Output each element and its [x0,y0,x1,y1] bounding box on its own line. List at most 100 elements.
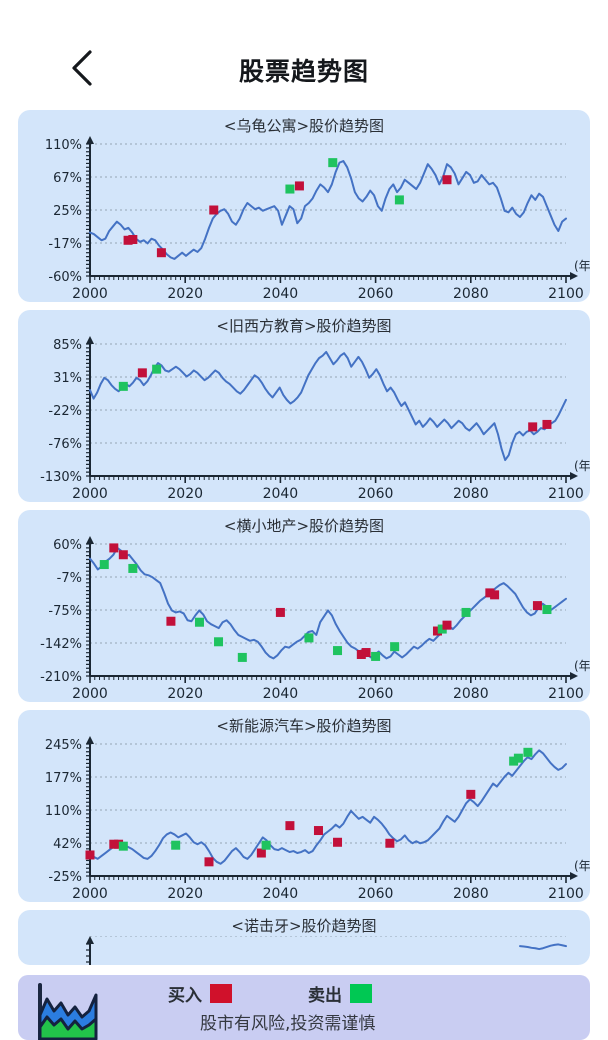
buy-marker [442,175,452,185]
chart-card[interactable]: <横小地产>股价趋势图 60% -7% -75% -142% -210% 2000 2020 2… [18,510,590,702]
x-axis-tick-label: 2020 [167,286,203,302]
disclaimer-line-1: 股市有风险,投资需谨慎 [200,1014,376,1034]
buy-marker [490,590,500,600]
legend-item-sell: 卖出 [308,981,372,1006]
y-axis-tick-label: -75% [48,604,82,619]
y-axis-tick-label: 42% [53,837,82,852]
x-axis-tick-label: 2080 [453,686,489,702]
x-axis-tick-label: 2080 [453,886,489,902]
chart-plot: 110% 67% 25% -17% -60% 2000 2020 2040 2060 2080 21… [18,136,590,302]
buy-marker [123,235,133,245]
price-line [89,546,567,660]
buy-marker [109,543,119,553]
buy-marker [118,550,128,560]
x-axis-unit-label: (年) [574,459,590,473]
y-axis-tick-label: 110% [45,138,82,153]
y-axis-tick-label: -130% [40,470,82,485]
page-title: 股票趋势图 [238,58,369,86]
chart-card[interactable]: <新能源汽车>股价趋势图 245% 177% 110% 42% -25% 2000 2020 2… [18,710,590,902]
y-axis-tick-label: -76% [48,437,82,452]
buy-marker [361,648,371,658]
buy-marker [356,649,366,659]
x-axis-tick-label: 2020 [167,686,203,702]
x-axis-tick-label: 2100 [548,286,584,302]
buy-marker [333,837,343,847]
x-axis-unit-label: (年) [574,659,590,673]
chart-title: <诺击牙>股价趋势图 [231,917,377,935]
buy-marker [204,857,214,867]
legend-row: 买入 卖出 [168,981,588,1006]
x-axis-unit-label: (年) [574,859,590,873]
y-axis-tick-label: -7% [57,571,82,586]
sell-marker [128,563,138,573]
sell-marker [509,756,519,766]
sell-marker [194,617,204,627]
sell-marker [118,381,128,391]
app-header: 股票趋势图 [0,0,608,110]
buy-marker [256,848,266,858]
x-axis-tick-label: 2080 [453,286,489,302]
sell-marker [285,184,295,194]
y-axis-tick-label: -210% [40,670,82,685]
sell-marker [214,637,224,647]
buy-marker [128,235,138,245]
sell-marker [333,646,343,656]
sell-marker [152,364,162,374]
y-axis-tick-label: 245% [45,738,82,753]
buy-marker [313,826,323,836]
buy-marker [85,850,95,860]
chart-plot: 170% [18,936,590,965]
x-axis-tick-label: 2060 [358,686,394,702]
buy-marker [528,422,538,432]
buy-marker [542,419,552,429]
chart-card[interactable]: <乌龟公寓>股价趋势图 110% 67% 25% -17% -60% 2000 2020 204… [18,110,590,302]
buy-marker [294,181,304,191]
buy-marker [275,607,285,617]
y-axis-tick-label: -25% [48,870,82,885]
buy-marker [385,838,395,848]
buy-marker [442,620,452,630]
sell-marker [461,607,471,617]
y-axis-tick-label: -22% [48,404,82,419]
sell-marker [237,652,247,662]
x-axis-tick-label: 2040 [263,486,299,502]
sell-marker [394,195,404,205]
legend-swatch-sell [350,984,372,1003]
x-axis-tick-label: 2000 [72,686,108,702]
x-axis-tick-label: 2100 [548,486,584,502]
sell-marker [513,753,523,763]
buy-marker [432,626,442,636]
chart-title: <旧西方教育>股价趋势图 [216,317,392,335]
legend-item-buy: 买入 [168,981,232,1006]
buy-marker [532,601,542,611]
sell-marker [99,560,109,570]
x-axis-tick-label: 2000 [72,286,108,302]
buy-marker [156,248,166,258]
sell-marker [328,158,338,168]
x-axis-tick-label: 2100 [548,686,584,702]
buy-marker [137,368,147,378]
y-axis-tick-label: 60% [53,538,82,553]
chevron-left-icon [69,49,95,87]
price-line [89,350,567,462]
sell-marker [171,840,181,850]
chart-list: <乌龟公寓>股价趋势图 110% 67% 25% -17% -60% 2000 2020 204… [0,110,608,965]
x-axis-tick-label: 2000 [72,486,108,502]
disclaimer: 股市有风险,投资需谨慎 仅用于娱乐,与真实无关 [168,1011,588,1040]
sell-marker [118,841,128,851]
legend-label-buy: 买入 [168,986,202,1006]
chart-card[interactable]: <旧西方教育>股价趋势图 85% 31% -22% -76% -130% 2000 2020 2… [18,310,590,502]
legend-swatch-buy [210,984,232,1003]
y-axis-tick-label: 170% [45,936,82,940]
x-axis-tick-label: 2020 [167,486,203,502]
sell-marker [523,747,533,757]
buy-marker [466,789,476,799]
legend-label-sell: 卖出 [308,986,342,1006]
x-axis-tick-label: 2040 [263,286,299,302]
x-axis-tick-label: 2020 [167,886,203,902]
chart-card[interactable]: <诺击牙>股价趋势图 170% [18,910,590,965]
y-axis-tick-label: -142% [40,637,82,652]
chart-title: <横小地产>股价趋势图 [223,517,385,535]
back-button[interactable] [62,48,102,88]
y-axis-tick-label: -17% [48,237,82,252]
